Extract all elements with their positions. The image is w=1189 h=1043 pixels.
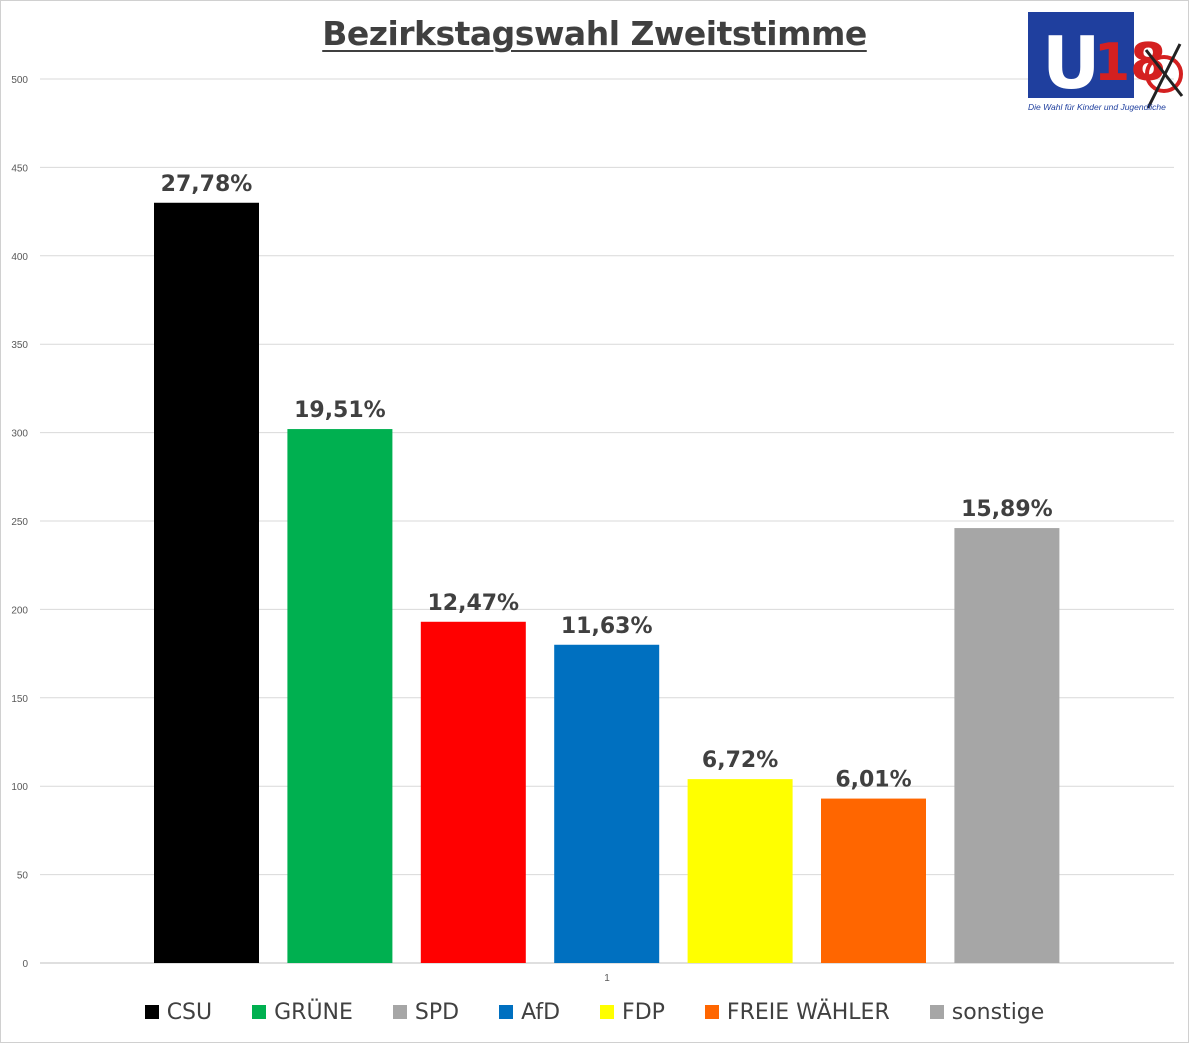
legend-swatch: [392, 1005, 407, 1019]
y-tick-label: 350: [11, 340, 28, 351]
legend: CSU GRÜNE SPD AfD FDP FREIE WÄHLER sonstige: [0, 996, 1189, 1028]
y-tick-label: 50: [17, 871, 29, 882]
logo-u-letter: U: [1042, 21, 1100, 105]
legend-swatch: [600, 1005, 615, 1019]
y-tick-label: 400: [11, 252, 28, 263]
data-labels: 27,78% 19,51% 12,47% 11,63% 6,72% 6,01% 15,89%: [161, 172, 1053, 793]
legend-swatch: [499, 1005, 514, 1019]
legend-label: GRÜNE: [274, 999, 353, 1025]
y-tick-label: 500: [11, 75, 28, 86]
y-tick-label: 200: [11, 605, 28, 616]
bars: [154, 202, 1060, 964]
chart-title: Bezirkstagswahl Zweitstimme: [322, 14, 867, 53]
data-label: 11,63%: [561, 614, 653, 639]
legend-label: FDP: [622, 999, 665, 1025]
y-axis: 0 50 100 150 200 250 300 350 400 450 500: [11, 75, 28, 970]
bar-afd: [554, 644, 660, 963]
y-tick-label: 100: [11, 782, 28, 793]
legend-label: sonstige: [951, 999, 1045, 1025]
bar-csu: [154, 202, 259, 963]
u18-logo: U 18 Die Wahl für Kinder und Jugendliche: [1028, 12, 1184, 112]
bar-spd: [420, 621, 526, 963]
legend-swatch: [929, 1005, 944, 1019]
legend-swatch: [252, 1005, 267, 1019]
y-tick-label: 300: [11, 429, 28, 440]
bar-fdp: [687, 779, 793, 963]
data-label: 19,51%: [294, 398, 386, 423]
legend-label: FREIE WÄHLER: [726, 999, 890, 1025]
ballot-circle-icon: [1145, 55, 1183, 93]
legend-item: sonstige: [929, 999, 1045, 1025]
legend-item: CSU: [144, 999, 213, 1025]
legend-item: GRÜNE: [252, 1000, 353, 1025]
data-label: 6,72%: [702, 748, 778, 773]
y-tick-label: 450: [11, 163, 28, 174]
y-tick-label: 150: [11, 694, 28, 705]
x-category-label: 1: [604, 973, 610, 984]
legend-item: SPD: [392, 999, 460, 1025]
legend-label: CSU: [166, 999, 213, 1025]
data-label: 15,89%: [961, 497, 1053, 522]
legend-label: AfD: [521, 999, 561, 1025]
bar-sonstige: [954, 528, 1060, 963]
legend-swatch: [704, 1005, 719, 1019]
legend-swatch: [144, 1005, 159, 1019]
bar-freie-w-hler: [821, 798, 926, 963]
legend-label: SPD: [414, 999, 460, 1025]
data-label: 27,78%: [161, 172, 253, 197]
legend-item: FREIE WÄHLER: [704, 999, 890, 1025]
legend-item: FDP: [600, 1000, 665, 1025]
y-tick-label: 0: [22, 959, 28, 970]
logo-tagline: Die Wahl für Kinder und Jugendliche: [1028, 102, 1166, 112]
data-label: 12,47%: [427, 591, 519, 616]
y-tick-label: 250: [11, 517, 28, 528]
bar-gr-ne: [287, 429, 393, 964]
legend-item: AfD: [499, 1000, 560, 1025]
data-label: 6,01%: [835, 768, 911, 793]
